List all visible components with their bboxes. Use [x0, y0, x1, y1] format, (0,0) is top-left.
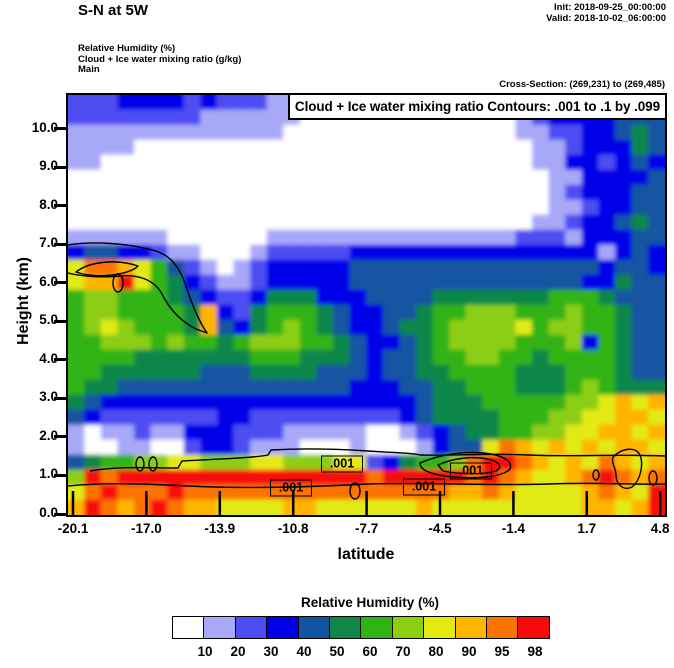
y-tick-label: 0.0 [39, 505, 58, 520]
rh-filled-contour-field [68, 95, 665, 515]
cloud-contour-left-inner [75, 261, 139, 277]
y-tick-label: 9.0 [39, 158, 58, 174]
page-title: S-N at 5W [78, 2, 149, 19]
y-axis-tick-mark [54, 281, 66, 285]
cloud-mixing-ratio-contours [68, 242, 665, 515]
y-tick-label: 4.0 [39, 350, 58, 366]
contour-label: .001 [321, 455, 363, 473]
y-axis-tick-mark [54, 165, 66, 169]
colorbar-tick-label: 80 [428, 644, 444, 659]
y-tick-label: 6.0 [39, 273, 58, 289]
legend-title: Relative Humidity (%) [300, 595, 440, 610]
colorbar-cell [423, 616, 457, 639]
cloud-contour-blob-mid [419, 451, 512, 479]
contour-label: .001 [450, 462, 492, 480]
colorbar-cell [203, 616, 237, 639]
x-tick-label: 4.8 [650, 521, 670, 536]
y-tick-label: 1.0 [39, 466, 58, 482]
y-tick-label: 10.0 [31, 119, 58, 135]
y-tick-label: 5.0 [39, 312, 58, 328]
cloud-contour-surface-upper [89, 448, 665, 472]
colorbar-cell [234, 616, 268, 639]
x-tick-label: -4.5 [428, 521, 452, 536]
y-axis-tick-mark [54, 204, 66, 208]
y-axis-tick-mark [54, 358, 66, 362]
contour-label: .001 [403, 478, 445, 496]
contour-label: .001 [270, 479, 312, 497]
cross-section-label: Cross-Section: (269,231) to (269,485) [499, 79, 665, 90]
x-tick-label: -1.4 [501, 521, 526, 536]
y-axis-tick-mark [54, 127, 66, 130]
y-axis-tick-mark [54, 473, 66, 477]
colorbar-cell [454, 616, 488, 639]
colorbar-tick-label: 70 [395, 644, 411, 659]
colorbar-cell [360, 616, 394, 639]
colorbar-tick-label: 40 [296, 644, 312, 659]
y-tick-label: 3.0 [39, 389, 58, 405]
cloud-contour-blob-right [611, 448, 643, 489]
cloud-contour-red-spot [112, 273, 124, 293]
y-tick-label: 2.0 [39, 427, 58, 443]
x-tick-label: -13.9 [204, 521, 236, 536]
colorbar-cell [172, 616, 205, 639]
colorbar-cell [266, 616, 300, 639]
colorbar-cell [486, 616, 520, 639]
y-axis-title: Height (km) [15, 257, 32, 345]
cloud-contour-oval [648, 470, 658, 486]
colorbar-tick-label: 90 [461, 644, 477, 659]
x-tick-label: 1.7 [577, 521, 597, 536]
init-time-label: Init: 2018-09-25_00:00:00 [554, 2, 666, 13]
cloud-contour-oval [135, 456, 145, 472]
y-axis-tick-mark [54, 396, 66, 400]
cloud-contour-oval [592, 469, 600, 481]
y-axis-tick-mark [54, 512, 66, 516]
field-info: Relative Humidity (%) Cloud + Ice water … [78, 43, 242, 76]
x-tick-label: -10.8 [277, 521, 309, 536]
cloud-contour-oval [349, 482, 361, 500]
run-times: Init: 2018-09-25_00:00:00 Valid: 2018-10… [546, 2, 666, 24]
colorbar-cell [517, 616, 551, 639]
contour-info-box: Cloud + Ice water mixing ratio Contours:… [287, 93, 667, 120]
cloud-contour-blob-mid-inner [437, 456, 501, 475]
x-tick-label: -20.1 [57, 521, 89, 536]
colorbar-cell [391, 616, 425, 639]
field-name-rh: Relative Humidity (%) [78, 43, 176, 54]
y-tick-label: 8.0 [39, 196, 58, 212]
y-axis-tick-mark [54, 319, 66, 323]
colorbar-tick-label: 50 [329, 644, 345, 659]
y-tick-label: 7.0 [39, 235, 58, 251]
cloud-contour-left-blob [68, 242, 208, 334]
colorbar-cell [297, 616, 331, 639]
colorbar-tick-label: 30 [263, 644, 279, 659]
colorbar-tick-label: 10 [197, 644, 213, 659]
x-tick-label: -7.7 [354, 521, 379, 536]
y-axis-tick-mark [54, 242, 66, 246]
x-axis-title: latitude [337, 546, 395, 563]
colorbar-cell [329, 616, 363, 639]
field-name-cloud: Cloud + Ice water mixing ratio (g/kg) [78, 53, 242, 65]
x-tick-label: -17.0 [131, 521, 162, 536]
y-axis-tick-mark [54, 435, 66, 439]
colorbar-tick-label: 98 [527, 644, 543, 659]
plot-area: Cloud + Ice water mixing ratio Contours:… [66, 93, 667, 517]
colorbar-tick-label: 60 [362, 644, 378, 659]
cloud-contour-surface-lower [68, 482, 665, 489]
colorbar-tick-label: 20 [230, 644, 246, 659]
cloud-contour-oval [148, 456, 158, 472]
colorbar [172, 616, 568, 639]
member-label: Main [78, 64, 100, 75]
colorbar-tick-label: 95 [494, 644, 510, 659]
valid-time-label: Valid: 2018-10-02_06:00:00 [546, 13, 666, 24]
